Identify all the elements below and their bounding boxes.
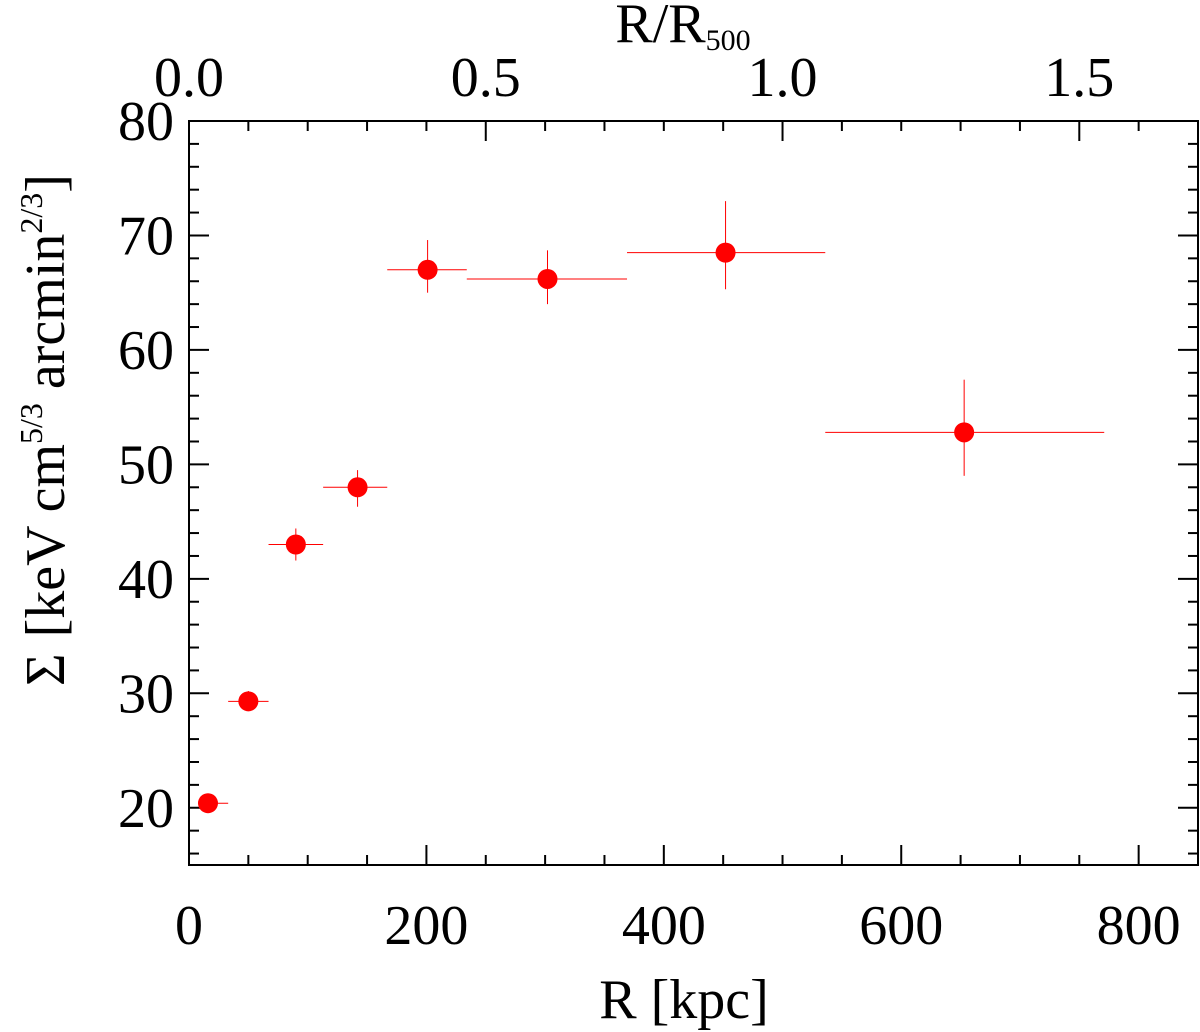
y-tick-label: 40: [118, 549, 174, 611]
top-tick-label: 1.5: [1044, 47, 1114, 109]
plot-frame: [188, 120, 1199, 866]
x-tick-label: 600: [859, 895, 943, 957]
data-point: [323, 470, 388, 507]
data-marker: [537, 268, 558, 289]
top-tick-label: 0.5: [451, 47, 521, 109]
data-marker: [238, 691, 259, 712]
y-tick-label: 50: [118, 434, 174, 496]
x-tick-label: 200: [384, 895, 468, 957]
data-point: [387, 240, 467, 293]
x-tick-label: 400: [622, 895, 706, 957]
axis-ticks: [188, 120, 1199, 865]
data-marker: [417, 259, 438, 280]
top-tick-label: 1.0: [748, 47, 818, 109]
y-tick-label: 30: [118, 663, 174, 725]
data-marker: [285, 534, 306, 555]
data-series: [197, 201, 1105, 814]
top-axis-title: R/R500: [615, 0, 750, 57]
data-point: [825, 379, 1105, 476]
data-marker: [347, 477, 368, 498]
top-tick-label: 0.0: [154, 47, 224, 109]
y-tick-label: 20: [118, 778, 174, 840]
data-marker: [954, 422, 975, 443]
data-point: [268, 528, 324, 561]
axis-tick-labels: 0 200 400 600 800 0.0 0.5 1.0 1.5 20 30 40 50 60 70 80: [118, 47, 1181, 957]
x-tick-label: 0: [175, 895, 203, 957]
x-tick-label: 800: [1097, 895, 1181, 957]
y-tick-label: 60: [118, 320, 174, 382]
x-axis-title: R [kpc]: [599, 969, 769, 1031]
y-axis-title: Σ[keV cm5/3 arcmin2/3]: [13, 174, 77, 686]
y-tick-label: 80: [118, 91, 174, 153]
data-marker: [715, 242, 736, 263]
data-point: [197, 793, 229, 814]
data-point: [228, 691, 269, 712]
y-tick-label: 70: [118, 205, 174, 267]
data-point: [466, 250, 628, 305]
data-point: [627, 201, 826, 290]
data-marker: [197, 793, 218, 814]
